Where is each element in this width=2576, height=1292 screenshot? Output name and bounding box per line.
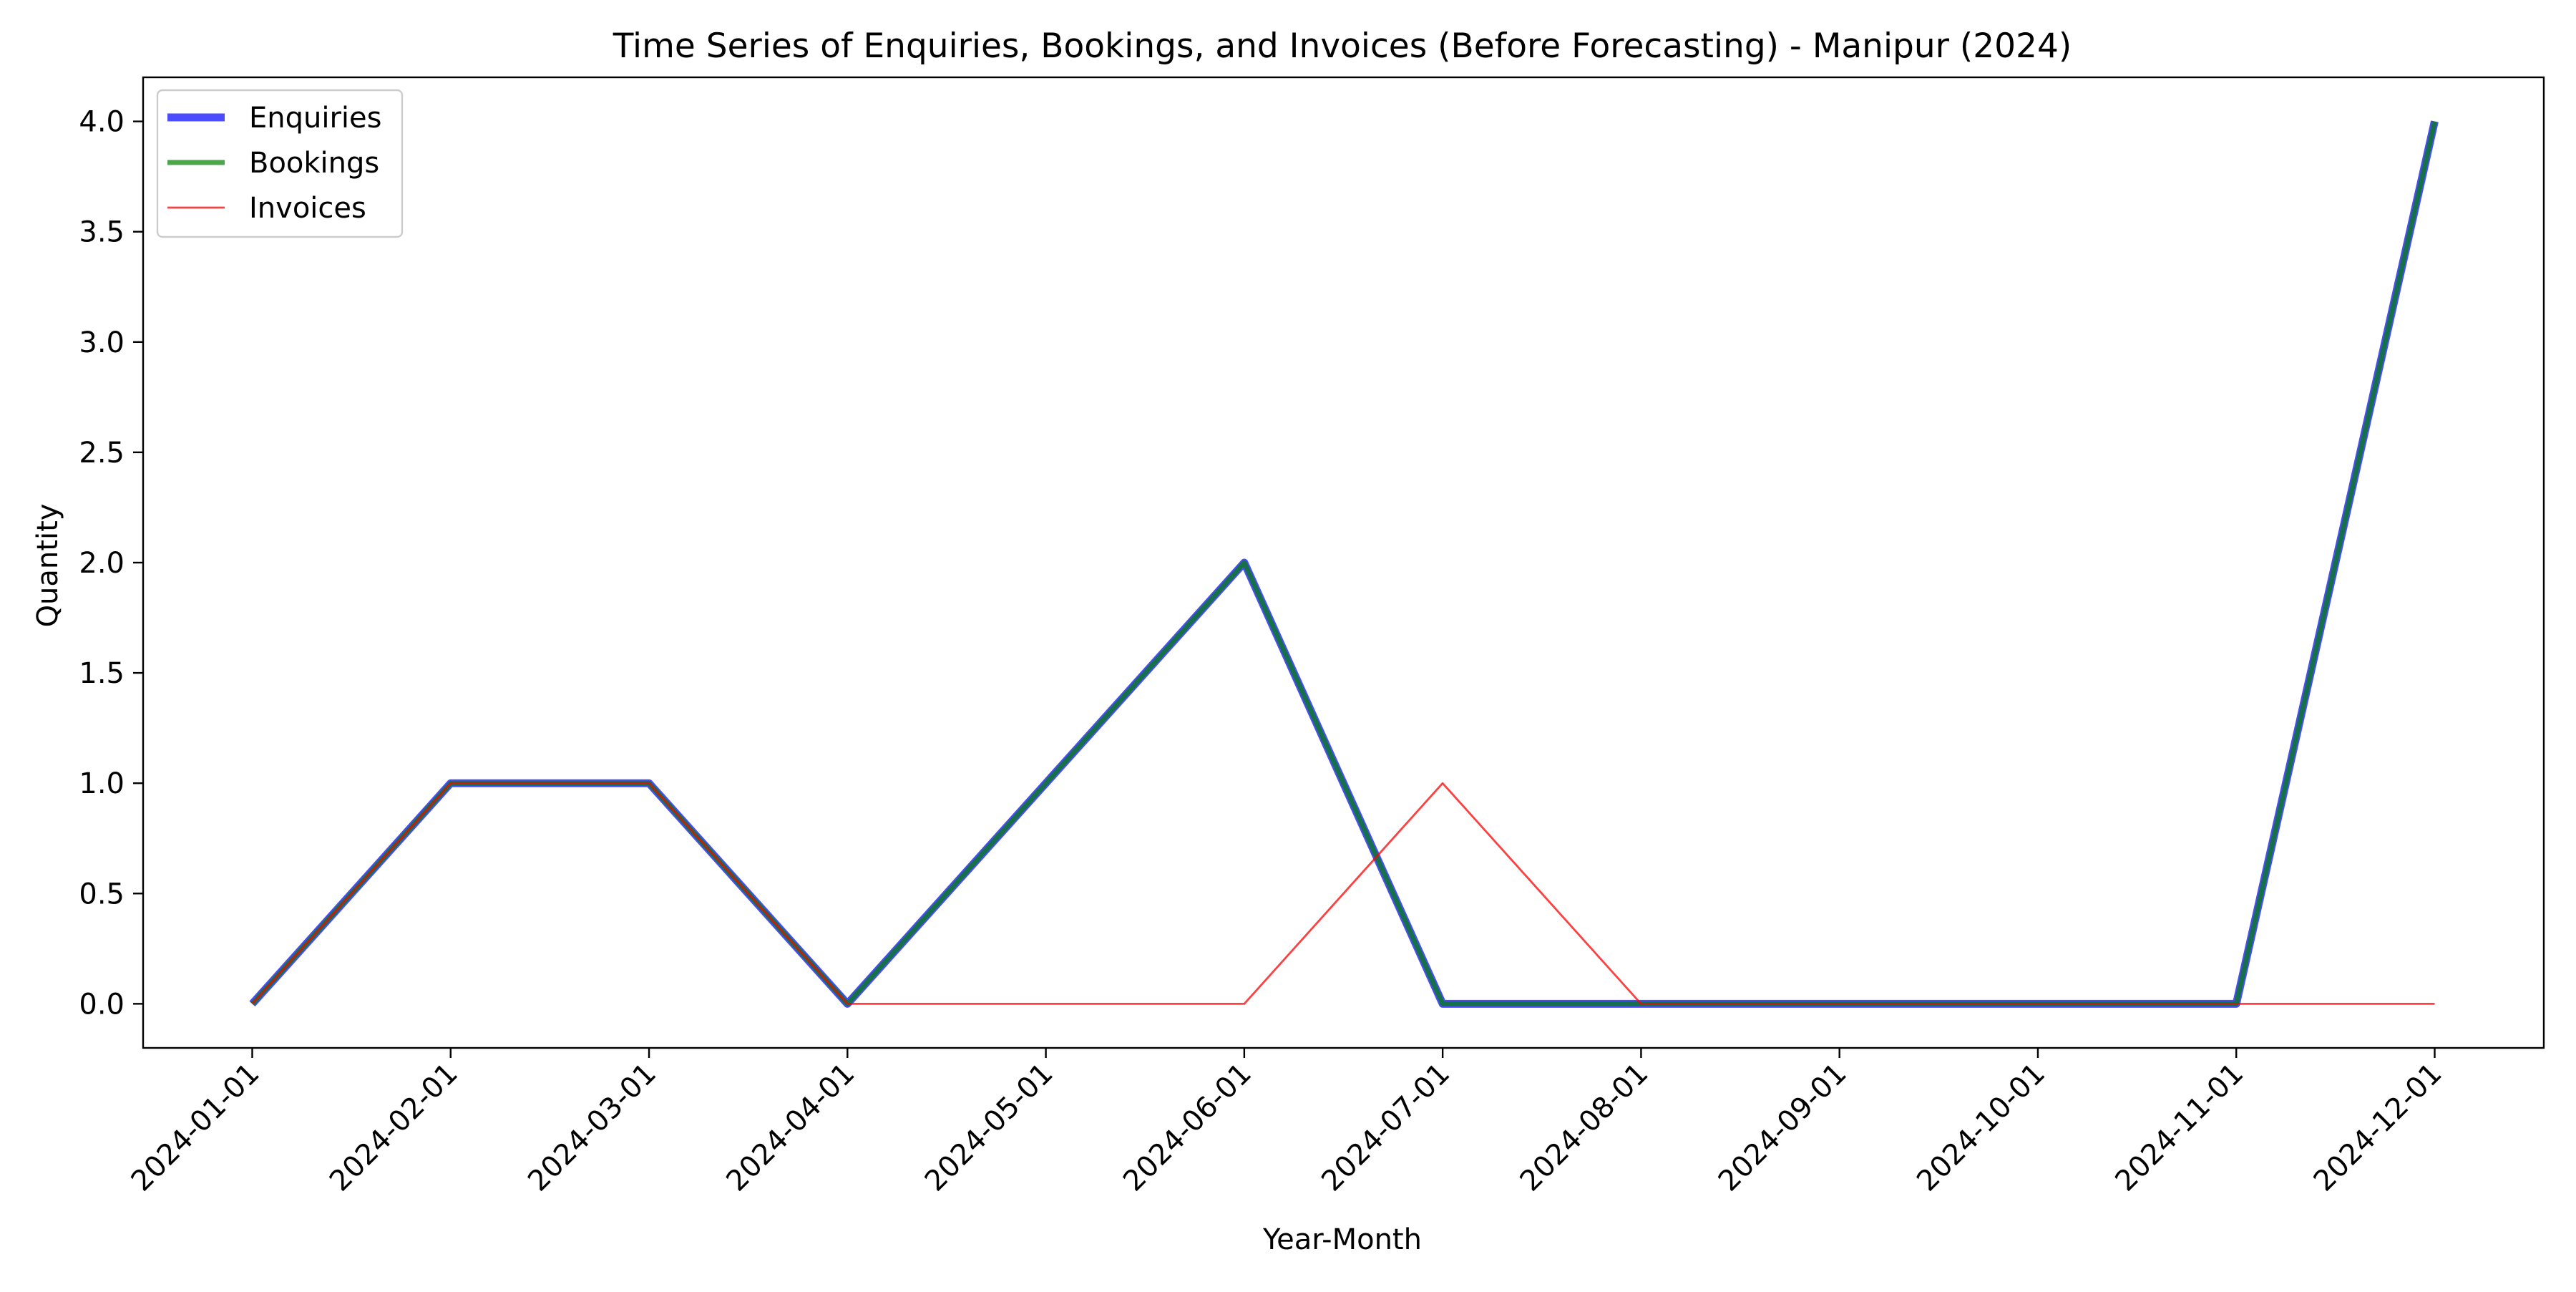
x-axis-label: Year-Month <box>1262 1223 1422 1256</box>
legend-label-invoices: Invoices <box>249 192 366 225</box>
plot-frame <box>142 76 2545 1049</box>
y-tick-label: 4.0 <box>79 106 125 139</box>
y-tick-label: 3.0 <box>79 326 125 359</box>
y-tick-label: 1.5 <box>79 657 125 690</box>
series-line-bookings <box>250 120 2437 1006</box>
chart-title: Time Series of Enquiries, Bookings, and … <box>613 26 2072 66</box>
x-tick-label: 2024-04-01 <box>720 1057 861 1198</box>
x-tick-label: 2024-10-01 <box>1911 1057 2051 1198</box>
y-tick-label: 0.5 <box>79 878 125 910</box>
x-tick-label: 2024-11-01 <box>2109 1057 2250 1198</box>
legend-label-enquiries: Enquiries <box>249 102 382 135</box>
series-line-enquiries <box>249 120 2439 1008</box>
x-tick-label: 2024-03-01 <box>522 1057 663 1198</box>
x-tick-label: 2024-06-01 <box>1117 1057 1258 1198</box>
y-axis-label: Quantity <box>31 504 64 628</box>
x-tick-label: 2024-08-01 <box>1514 1057 1655 1198</box>
y-tick-label: 1.0 <box>79 767 125 800</box>
plot-area: 0.0 0.5 1.0 1.5 2.0 2.5 3.0 3.5 4.0 2024-01-01 202… <box>79 76 2545 1198</box>
legend: Enquiries Bookings Invoices <box>156 89 404 238</box>
legend-label-bookings: Bookings <box>249 147 379 180</box>
x-tick-label: 2024-01-01 <box>125 1057 266 1198</box>
x-tick-label: 2024-09-01 <box>1712 1057 1853 1198</box>
y-tick-label: 2.0 <box>79 547 125 580</box>
y-tick-label: 0.0 <box>79 988 125 1021</box>
series-line-invoices <box>251 782 2435 1005</box>
x-tick-label: 2024-05-01 <box>919 1057 1060 1198</box>
y-tick-label: 3.5 <box>79 216 125 249</box>
x-tick-label: 2024-07-01 <box>1315 1057 1456 1198</box>
x-tick-label: 2024-12-01 <box>2308 1057 2449 1198</box>
y-tick-label: 2.5 <box>79 437 125 470</box>
x-tick-label: 2024-02-01 <box>323 1057 464 1198</box>
legend-frame <box>156 89 404 238</box>
